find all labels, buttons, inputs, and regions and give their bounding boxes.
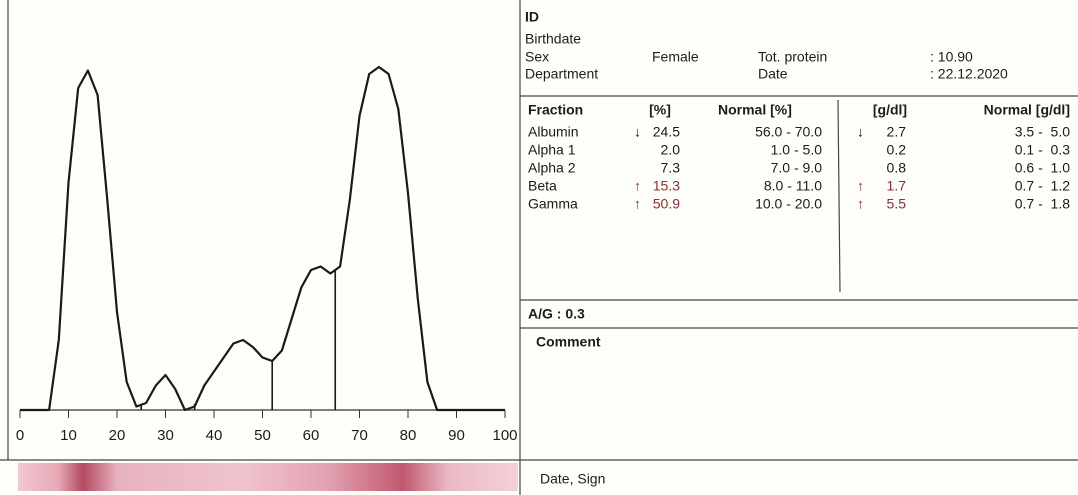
column-header: Normal [%] <box>718 102 792 118</box>
x-tick-label: 10 <box>60 427 77 444</box>
percent: 7.3 <box>661 160 681 176</box>
field-label: Birthdate <box>525 31 581 47</box>
field-label: ID <box>525 9 539 25</box>
field-value: : 22.12.2020 <box>930 66 1008 82</box>
fraction-name: Albumin <box>528 124 579 140</box>
gdl: 0.2 <box>887 142 907 158</box>
gdl: 0.8 <box>887 160 907 176</box>
field-label: Tot. protein <box>758 49 827 65</box>
column-header: [%] <box>649 102 671 118</box>
flag: ↑ <box>857 196 864 212</box>
percent: 15.3 <box>653 178 680 194</box>
column-header: Fraction <box>528 102 583 118</box>
x-tick-label: 30 <box>157 427 174 444</box>
gdl: 1.7 <box>887 178 907 194</box>
normal-gdl: 0.7 - 1.2 <box>1015 178 1070 194</box>
gdl: 2.7 <box>887 124 907 140</box>
flag: ↑ <box>634 196 641 212</box>
flag: ↓ <box>634 124 641 140</box>
sign-label: Date, Sign <box>540 471 605 487</box>
gel-strip <box>18 463 518 491</box>
normal-gdl: 0.7 - 1.8 <box>1015 196 1070 212</box>
ag-ratio: A/G : 0.3 <box>528 306 585 322</box>
normal-percent: 8.0 - 11.0 <box>764 178 822 194</box>
field-value: Female <box>652 49 699 65</box>
normal-percent: 1.0 - 5.0 <box>771 142 823 158</box>
flag: ↑ <box>857 178 864 194</box>
x-tick-label: 0 <box>16 427 24 444</box>
percent: 24.5 <box>653 124 680 140</box>
x-tick-label: 40 <box>206 427 223 444</box>
fraction-name: Alpha 2 <box>528 160 576 176</box>
flag: ↑ <box>634 178 641 194</box>
x-tick-label: 90 <box>448 427 465 444</box>
field-label: Date <box>758 66 788 82</box>
percent: 50.9 <box>653 196 680 212</box>
normal-percent: 10.0 - 20.0 <box>755 196 822 212</box>
percent: 2.0 <box>661 142 681 158</box>
x-tick-label: 70 <box>351 427 368 444</box>
x-tick-label: 60 <box>303 427 320 444</box>
fraction-name: Gamma <box>528 196 578 212</box>
field-label: Sex <box>525 49 549 65</box>
normal-percent: 7.0 - 9.0 <box>771 160 823 176</box>
column-header: Normal [g/dl] <box>984 102 1070 118</box>
gdl: 5.5 <box>887 196 907 212</box>
x-tick-label: 50 <box>254 427 271 444</box>
normal-gdl: 3.5 - 5.0 <box>1015 124 1070 140</box>
column-header: [g/dl] <box>873 102 907 118</box>
flag: ↓ <box>857 124 864 140</box>
field-value: : 10.90 <box>930 49 973 65</box>
fraction-name: Alpha 1 <box>528 142 576 158</box>
normal-gdl: 0.1 - 0.3 <box>1015 142 1070 158</box>
x-tick-label: 20 <box>109 427 126 444</box>
comment-label: Comment <box>536 334 601 350</box>
field-label: Department <box>525 66 598 82</box>
x-tick-label: 80 <box>400 427 417 444</box>
normal-percent: 56.0 - 70.0 <box>755 124 822 140</box>
normal-gdl: 0.6 - 1.0 <box>1015 160 1070 176</box>
x-tick-label: 100 <box>492 427 517 444</box>
fraction-name: Beta <box>528 178 557 194</box>
report: ID Birthdate Sex Female Tot. protein : 1… <box>0 0 1078 495</box>
